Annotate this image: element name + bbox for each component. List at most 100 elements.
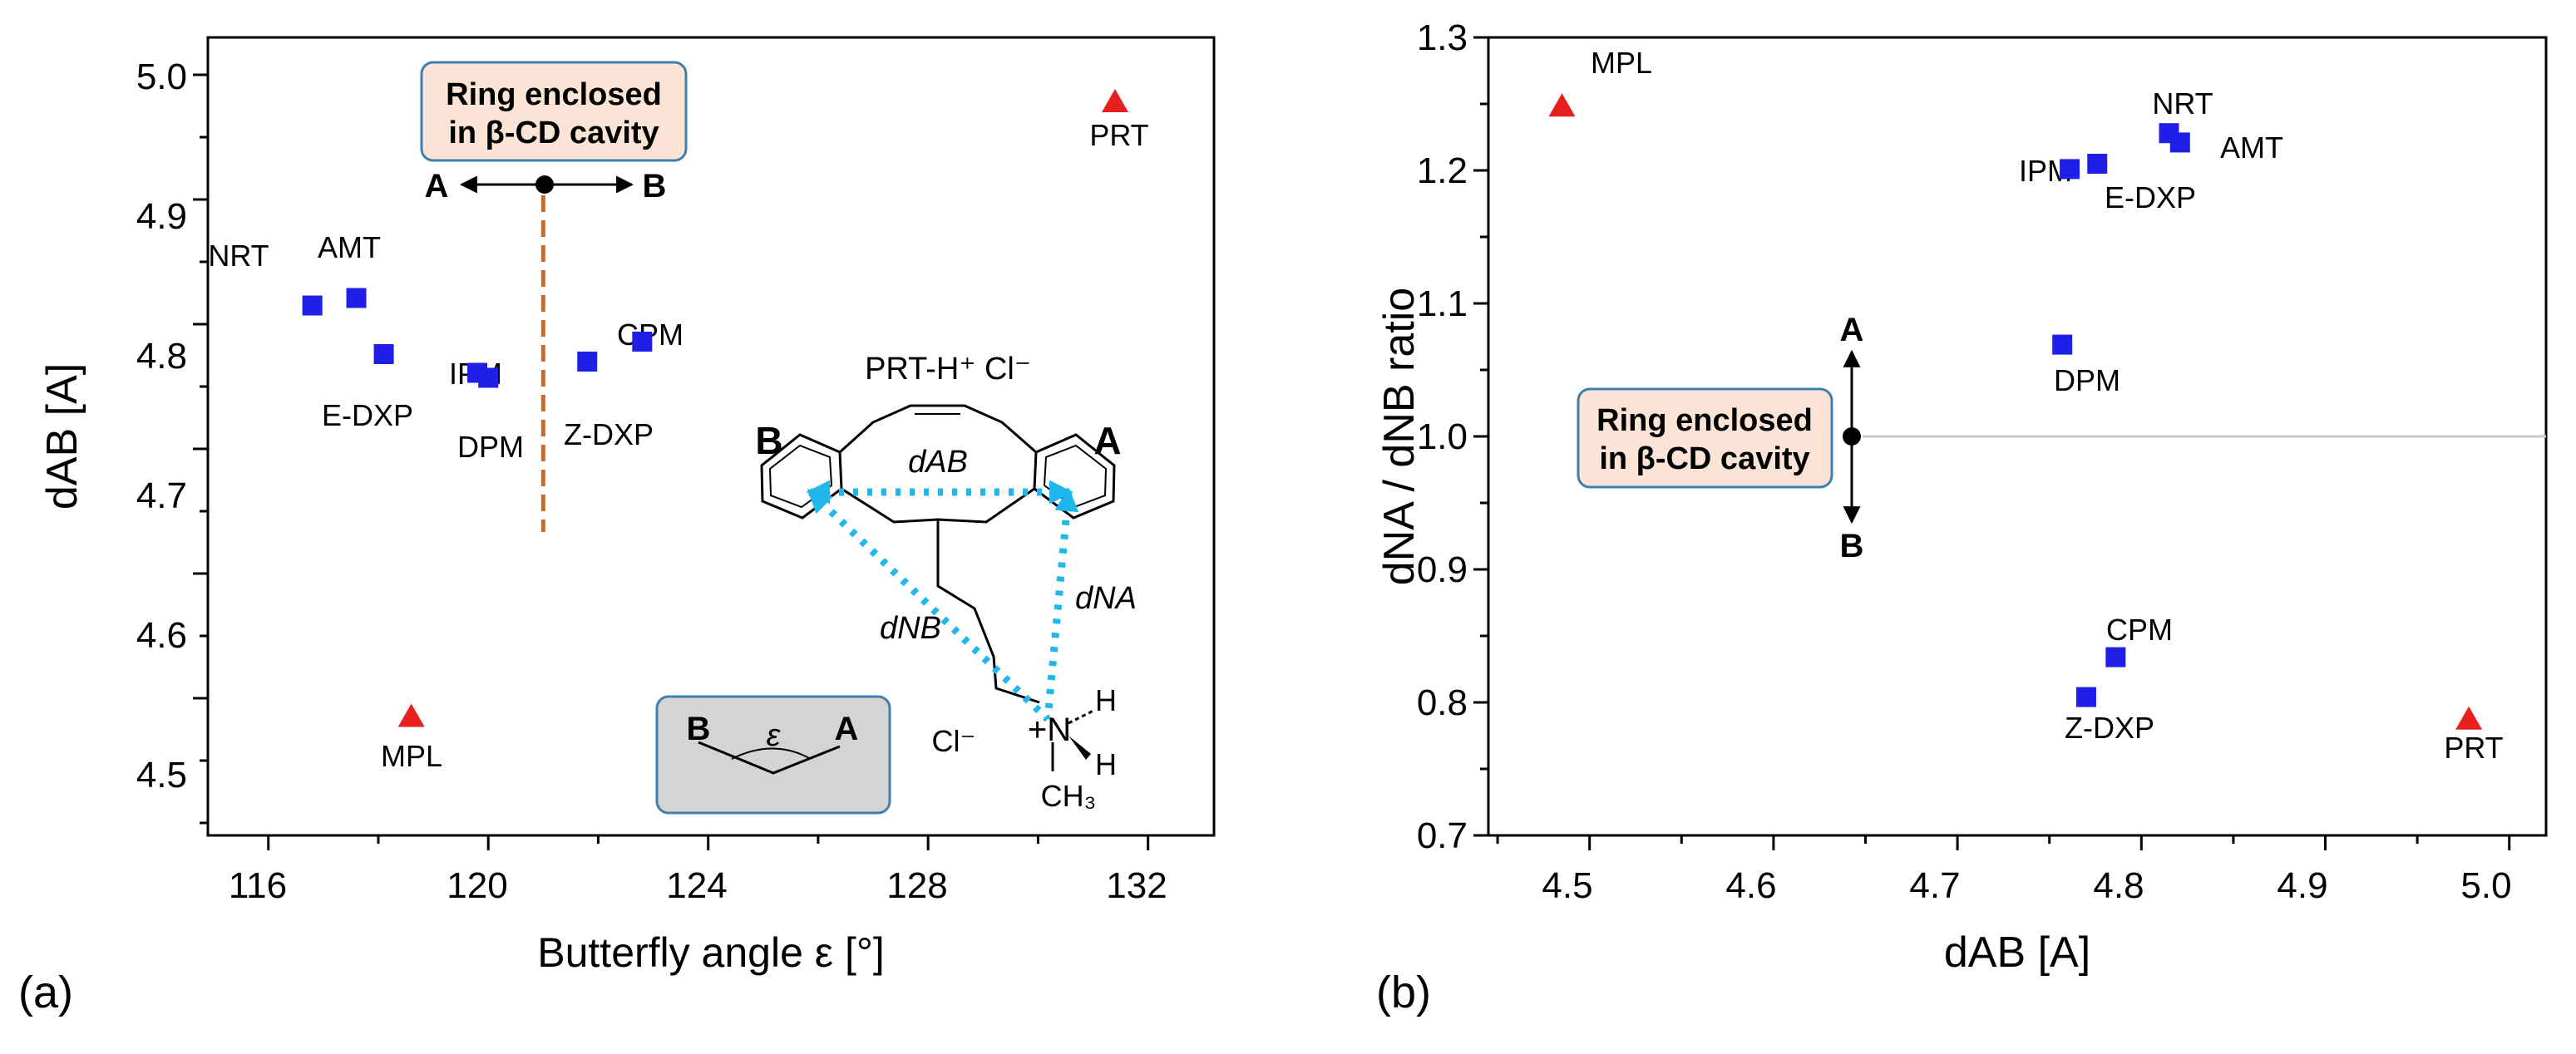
h-upper-label: H: [1095, 683, 1117, 717]
arrow-label-b: B: [1840, 528, 1864, 564]
arrow-center-dot: [535, 175, 554, 194]
nh-bond-lower: [1068, 736, 1091, 760]
angle-inset-box: [655, 695, 891, 815]
panel-label: (b): [1376, 968, 1431, 1017]
point-label-nrt: NRT: [2152, 86, 2213, 121]
point-dpm: [478, 367, 499, 388]
plot-frame-a: [206, 36, 1216, 837]
point-z-dxp: [2075, 687, 2096, 707]
point-label-prt: PRT: [1089, 118, 1148, 152]
y-tick-label: 1.0: [1417, 416, 1468, 457]
n-plus-label: +N: [1028, 712, 1071, 748]
y-tick-label: 4.7: [136, 475, 187, 516]
x-tick-label: 116: [229, 865, 287, 906]
d-na-arrow: [1044, 487, 1079, 720]
arrow-label-a: A: [425, 168, 449, 204]
point-label-nrt: NRT: [208, 239, 269, 273]
x-tick-label: 128: [886, 865, 947, 906]
panel-label: (a): [18, 968, 73, 1017]
molecule-title: PRT-H⁺ Cl⁻: [865, 352, 1031, 387]
angle-wings: [698, 741, 841, 775]
y-tick-label: 0.9: [1417, 549, 1468, 590]
point-z-dxp: [577, 352, 598, 372]
ring-b-label: B: [755, 419, 782, 462]
cavity-box-line2: in β-CD cavity: [1599, 441, 1809, 476]
cavity-box: [1577, 387, 1833, 489]
methyl-label: CH₃: [1041, 779, 1097, 813]
angle-inset-b: B: [687, 711, 711, 747]
arrow-center-dot: [1843, 427, 1861, 446]
angle-inset-epsilon: ε: [767, 718, 782, 753]
arrow-label-b: B: [643, 168, 667, 204]
side-chain: [936, 520, 1040, 704]
point-label-zdxp: Z-DXP: [564, 417, 654, 451]
ring-a-label: A: [1093, 419, 1121, 462]
y-tick-label: 0.8: [1417, 682, 1468, 723]
point-e-dxp: [373, 344, 394, 364]
y-axis-title: dAB [A]: [38, 363, 86, 510]
point-mpl: [1548, 93, 1576, 117]
d-nb-label: dNB: [880, 611, 941, 646]
molecule-diagram: PRT-H⁺ Cl⁻ B A dAB dNB dNA Cl⁻ +N H H CH…: [755, 352, 1137, 813]
point-label-edxp: E-DXP: [322, 398, 413, 432]
y-tick-label: 4.8: [136, 336, 187, 377]
point-dpm: [2052, 334, 2073, 355]
h-lower-label: H: [1095, 747, 1117, 781]
point-prt: [1101, 89, 1128, 112]
x-tick-label: 132: [1106, 865, 1167, 906]
x-tick-label: 124: [666, 865, 727, 906]
data-points-a: [302, 89, 1128, 727]
seven-ring: [838, 404, 1037, 454]
y-tick-label: 5.0: [136, 57, 187, 97]
point-e-dxp: [2087, 154, 2108, 174]
axis-ticks-a: [193, 73, 1150, 850]
angle-arc: [731, 747, 812, 760]
point-nrt: [302, 295, 323, 316]
point-mpl: [397, 703, 425, 727]
angle-inset-a: A: [835, 711, 859, 747]
x-axis-title: Butterfly angle ε [°]: [537, 929, 884, 976]
chart-a: 116 120 124 128 132 4.5 4.6 4.7 4.8 4.9 …: [18, 36, 1216, 1017]
y-tick-label: 1.2: [1417, 150, 1468, 191]
point-label-amt: AMT: [2220, 131, 2283, 165]
nh-bond-upper: [1068, 709, 1094, 725]
y-tick-label: 4.9: [136, 196, 187, 237]
point-label-amt: AMT: [318, 230, 381, 264]
y-tick-label: 1.1: [1417, 283, 1468, 324]
point-label-mpl: MPL: [381, 739, 442, 773]
x-tick-label: 4.5: [1542, 865, 1592, 906]
chloride-label: Cl⁻: [932, 724, 976, 758]
axis-ticks-b: [1473, 36, 2511, 850]
point-amt: [346, 288, 367, 308]
point-cpm: [632, 332, 653, 352]
d-na-label: dNA: [1075, 581, 1137, 616]
x-tick-label: 4.8: [2093, 865, 2144, 906]
x-axis-title: dAB [A]: [1944, 928, 2090, 977]
point-label-dpm: DPM: [457, 430, 524, 464]
cavity-box-line1: Ring enclosed: [1596, 403, 1813, 438]
point-label-prt: PRT: [2444, 731, 2503, 765]
point-label-cpm: CPM: [2106, 613, 2173, 647]
x-tick-label: 4.9: [2277, 865, 2327, 906]
chart-b: 4.5 4.6 4.7 4.8 4.9 5.0 0.7 0.8 0.9 1.0 …: [1375, 17, 2548, 1017]
y-tick-label: 0.7: [1417, 815, 1468, 856]
cavity-box: [420, 61, 688, 162]
cavity-box-line2: in β-CD cavity: [448, 116, 659, 150]
ring-b-inner: [768, 444, 833, 509]
point-prt: [2455, 706, 2483, 730]
y-tick-label: 1.3: [1417, 17, 1468, 58]
data-points-b: [1548, 93, 2483, 730]
y-axis-title: dNA / dNB ratio: [1375, 288, 1424, 585]
point-ipm: [2060, 159, 2080, 180]
point-label-zdxp: Z-DXP: [2065, 711, 2154, 745]
point-label-edxp: E-DXP: [2105, 180, 2196, 214]
d-nb-arrow: [807, 489, 1051, 722]
x-tick-label: 5.0: [2460, 865, 2511, 906]
x-tick-label: 4.6: [1725, 865, 1776, 906]
y-tick-label: 4.6: [136, 615, 187, 656]
point-label-dpm: DPM: [2054, 363, 2120, 397]
cavity-box-line1: Ring enclosed: [446, 77, 662, 112]
point-label-mpl: MPL: [1591, 46, 1652, 80]
x-tick-label: 4.7: [1909, 865, 1960, 906]
